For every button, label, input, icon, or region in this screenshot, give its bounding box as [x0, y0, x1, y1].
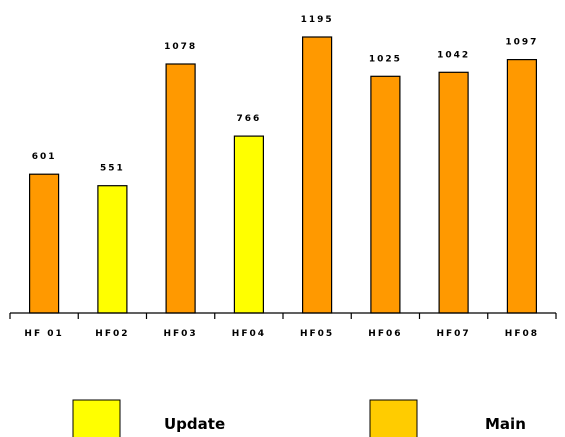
- x-tick-label: HF 01: [24, 329, 63, 339]
- legend-label-update: Update: [164, 415, 225, 433]
- x-tick-label: HF04: [232, 329, 266, 339]
- value-label: 1195: [301, 15, 334, 25]
- legend: Update Main: [72, 399, 526, 437]
- bar-hf01: [29, 173, 60, 314]
- value-label: 1097: [505, 38, 538, 48]
- value-label: 1078: [164, 42, 197, 52]
- bars-group: [29, 36, 537, 314]
- value-label: 601: [32, 152, 57, 162]
- bar-hf05: [302, 36, 333, 314]
- legend-swatch-update: [72, 399, 121, 437]
- x-tick-label: HF02: [95, 329, 129, 339]
- bar-hf08: [506, 58, 537, 314]
- x-tick-label: HF08: [505, 329, 539, 339]
- value-labels-group: 601 551 1078 766 1195 1025 1042 1097: [32, 15, 538, 174]
- x-tick-label: HF06: [368, 329, 402, 339]
- bar-hf02: [97, 185, 128, 314]
- value-label: 551: [100, 164, 125, 174]
- x-axis-tick-labels: HF 01 HF02 HF03 HF04 HF05 HF06 HF07 HF08: [24, 329, 539, 339]
- bar-hf04: [233, 135, 264, 314]
- bar-hf03: [165, 63, 196, 314]
- bar-hf06: [370, 75, 401, 314]
- x-tick-label: HF05: [300, 329, 334, 339]
- legend-swatch-main: [369, 399, 418, 437]
- x-axis-ticks: [9, 313, 557, 319]
- value-label: 1025: [369, 54, 402, 64]
- legend-label-main: Main: [485, 415, 526, 433]
- value-label: 766: [237, 114, 262, 124]
- x-tick-label: HF07: [436, 329, 470, 339]
- bar-hf07: [438, 71, 469, 314]
- value-label: 1042: [437, 50, 470, 60]
- x-tick-label: HF03: [163, 329, 197, 339]
